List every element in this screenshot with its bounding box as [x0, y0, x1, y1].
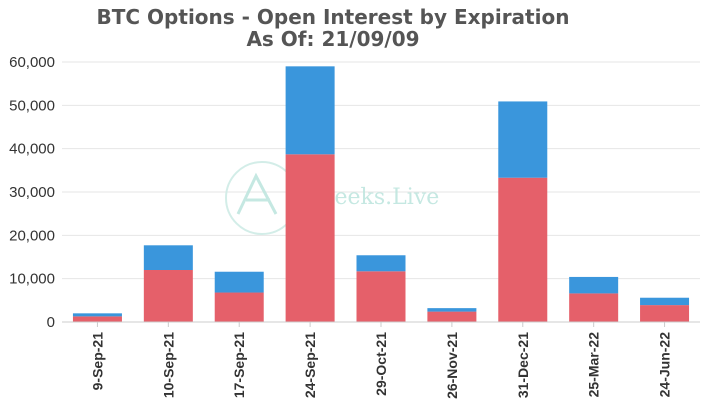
bar-segment-upper: [569, 276, 619, 294]
bar-segment-upper: [498, 101, 548, 178]
y-tick-label: 60,000: [9, 54, 55, 71]
x-tick-label: 29-Oct-21: [373, 332, 389, 396]
bar-segment-upper: [285, 66, 335, 155]
bar-segment-lower: [356, 271, 406, 322]
bar-segment-lower: [285, 154, 335, 322]
bar-segment-upper: [214, 271, 264, 293]
x-axis: 9-Sep-21 10-Sep-21 17-Sep-21 24-Sep-21 29-Oc…: [89, 322, 673, 399]
y-tick-label: 0: [47, 314, 55, 331]
bar-segment-lower: [214, 292, 264, 322]
watermark: reeks.Live: [225, 161, 439, 235]
bar-segment-lower: [498, 177, 548, 322]
x-tick-label: 10-Sep-21: [160, 332, 176, 398]
x-tick-label: 17-Sep-21: [231, 332, 247, 398]
bar-segment-lower: [427, 311, 477, 322]
bar-segment-upper: [143, 245, 193, 270]
bar-segment-lower: [569, 293, 619, 322]
y-axis: 0 10,000 20,000 30,000 40,000 50,000 60,000: [9, 54, 55, 331]
bar-segment-lower: [143, 270, 193, 322]
x-tick-label: 26-Nov-21: [444, 332, 460, 399]
y-tick-label: 20,000: [9, 227, 55, 244]
bar-segment-upper: [640, 297, 690, 306]
watermark-text: reeks.Live: [324, 185, 439, 210]
bars: [72, 66, 690, 322]
watermark-letter-icon: [236, 172, 278, 215]
x-tick-label: 9-Sep-21: [89, 332, 105, 391]
bar-segment-upper: [72, 313, 122, 317]
y-tick-label: 10,000: [9, 271, 55, 288]
bar-segment-upper: [356, 255, 406, 272]
x-tick-label: 25-Mar-22: [586, 332, 602, 398]
x-tick-label: 24-Sep-21: [302, 332, 318, 398]
y-tick-label: 30,000: [9, 184, 55, 201]
chart-title: BTC Options - Open Interest by Expiratio…: [97, 5, 570, 29]
chart-subtitle: As Of: 21/09/09: [246, 27, 419, 51]
y-tick-label: 50,000: [9, 97, 55, 114]
bar-segment-upper: [427, 308, 477, 312]
bar-segment-lower: [640, 305, 690, 322]
bar-segment-lower: [72, 316, 122, 322]
x-tick-label: 24-Jun-22: [657, 332, 673, 398]
x-tick-label: 31-Dec-21: [515, 332, 531, 398]
y-tick-label: 40,000: [9, 141, 55, 158]
